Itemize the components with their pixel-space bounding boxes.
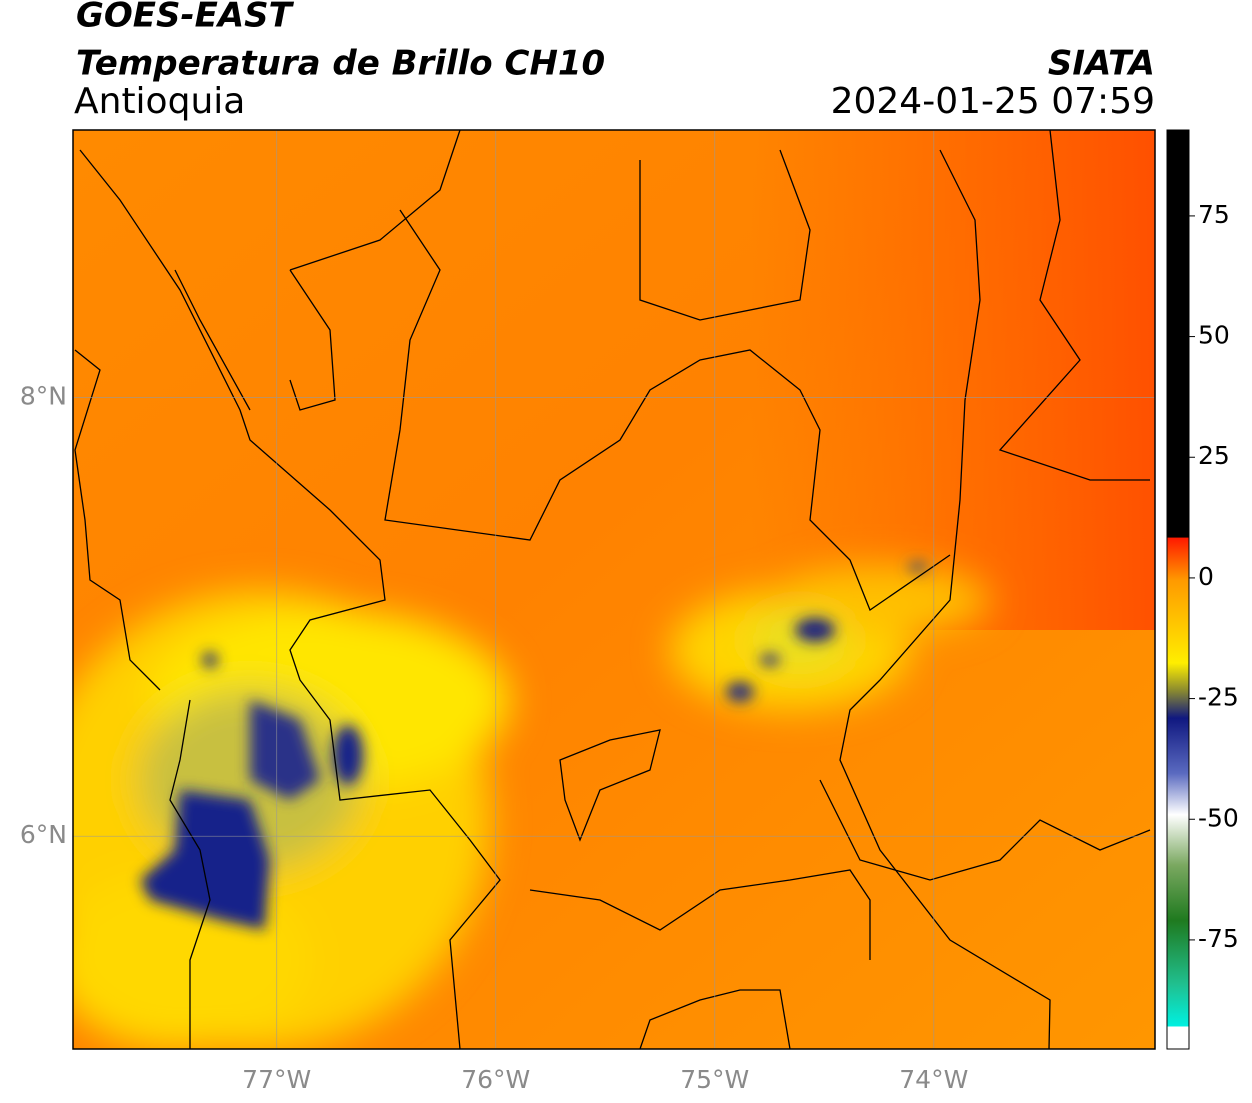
x-tick-label: 75°W bbox=[680, 1065, 749, 1094]
title: GOES-EAST bbox=[76, 0, 295, 36]
map-frame bbox=[72, 129, 1156, 1050]
region: Antioquia bbox=[74, 81, 245, 122]
graticule: 77°W 76°W 75°W 74°W 8°N 6°N bbox=[20, 130, 1155, 1094]
colorbar-tick-label: -75 bbox=[1198, 924, 1239, 953]
x-tick-label: 74°W bbox=[899, 1065, 968, 1094]
source: SIATA bbox=[1048, 44, 1155, 84]
colorbar-ticks: 75 50 25 0 -25 -50 -75 bbox=[1189, 200, 1239, 953]
y-tick-label: 8°N bbox=[20, 382, 67, 411]
borders bbox=[74, 130, 1151, 1049]
colorbar bbox=[1166, 129, 1190, 1050]
subtitle: Temperatura de Brillo CH10 bbox=[76, 44, 605, 84]
colorbar-tick-label: 0 bbox=[1198, 562, 1214, 591]
datetime: 2024-01-25 07:59 bbox=[831, 81, 1155, 122]
x-tick-label: 76°W bbox=[461, 1065, 530, 1094]
colorbar-tick-label: -50 bbox=[1198, 803, 1239, 832]
colorbar-tick-label: 75 bbox=[1198, 200, 1230, 229]
x-tick-label: 77°W bbox=[242, 1065, 311, 1094]
y-tick-label: 6°N bbox=[20, 820, 67, 849]
colorbar-tick-label: 25 bbox=[1198, 441, 1230, 470]
imagery bbox=[73, 130, 1155, 1049]
colorbar-tick-label: 50 bbox=[1198, 321, 1230, 350]
colorbar-tick-label: -25 bbox=[1198, 683, 1239, 712]
